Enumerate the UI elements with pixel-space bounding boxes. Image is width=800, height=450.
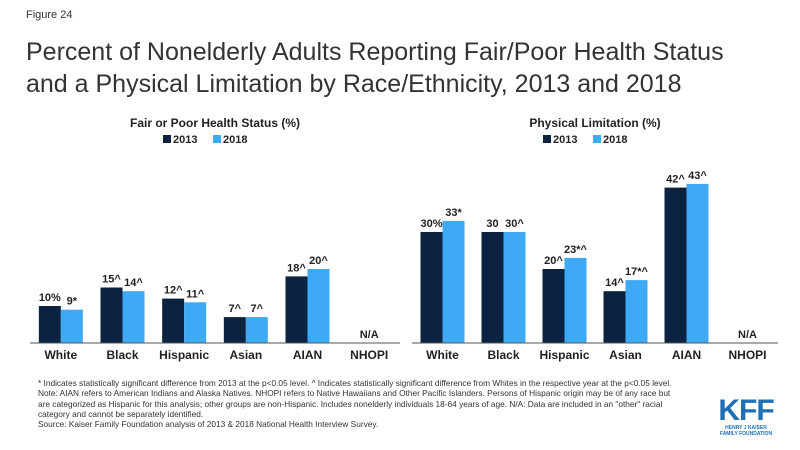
data-label: 42^ [666, 174, 685, 186]
bar-white-2018 [60, 309, 83, 343]
title-line-1: Percent of Nonelderly Adults Reporting F… [26, 38, 724, 66]
data-label: 7^ [251, 303, 264, 315]
logo-sub-2: FAMILY FOUNDATION [719, 431, 773, 437]
category-label-black: Black [106, 348, 138, 362]
footnotes: * Indicates statistically significant di… [38, 378, 678, 429]
category-label-hispanic: Hispanic [539, 348, 589, 362]
category-label-nhopi: NHOPI [350, 348, 388, 362]
data-label: 10% [39, 292, 61, 304]
footnote-significance: * Indicates statistically significant di… [38, 378, 672, 388]
category-label-nhopi: NHOPI [728, 348, 766, 362]
chart-2: Physical Limitation (%) 2013 2018 30%33* Whi… [412, 116, 778, 362]
bar-aian-2018 [307, 269, 330, 343]
bar-white-2013 [420, 232, 443, 343]
data-label: 12^ [164, 285, 183, 297]
bar-asian-2018 [625, 280, 648, 343]
data-label: 23*^ [564, 244, 588, 256]
bar-white-2018 [442, 220, 465, 343]
category-label-hispanic: Hispanic [159, 348, 209, 362]
data-label: 20^ [544, 255, 563, 267]
bar-asian-2013 [603, 291, 626, 343]
bar-hispanic-2013 [162, 298, 185, 343]
category-label-white: White [426, 348, 459, 362]
data-label: 9* [67, 296, 78, 308]
legend-swatch-2013 [163, 135, 171, 143]
data-label: 17*^ [625, 266, 649, 278]
legend-swatch-2013 [543, 135, 551, 143]
logo-text: KFF [718, 394, 774, 427]
bar-aian-2018 [686, 183, 709, 343]
category-label-white: White [44, 348, 77, 362]
legend-label-2013: 2013 [173, 134, 197, 146]
bar-black-2018 [122, 291, 145, 343]
bar-black-2013 [481, 232, 504, 343]
footnote-note: Note: AIAN refers to American Indians an… [38, 388, 671, 419]
legend: 2013 2018 [543, 134, 627, 146]
category-label-aian: AIAN [672, 348, 701, 362]
legend-label-2018: 2018 [223, 134, 247, 146]
bar-hispanic-2013 [542, 269, 565, 343]
chart-1: Fair or Poor Health Status (%) 2013 2018 10… [30, 116, 400, 362]
bar-black-2018 [503, 232, 526, 343]
data-label: 30% [420, 218, 442, 230]
data-label: 11^ [186, 288, 205, 300]
data-label: 33* [445, 207, 462, 219]
charts-area: Fair or Poor Health Status (%) 2013 2018 10… [30, 116, 778, 362]
title-line-2: and a Physical Limitation by Race/Ethnic… [26, 70, 682, 98]
bar-hispanic-2018 [184, 302, 207, 343]
bar-black-2013 [100, 287, 123, 343]
footnote-source: Source: Kaiser Family Foundation analysi… [38, 419, 379, 430]
category-label-asian: Asian [229, 348, 262, 362]
legend: 2013 2018 [163, 134, 247, 146]
kff-logo: KFF HENRY J KAISER FAMILY FOUNDATION [716, 394, 776, 438]
chart-title: Physical Limitation (%) [529, 116, 660, 130]
data-label: 14^ [605, 277, 624, 289]
data-label: 14^ [124, 277, 143, 289]
chart-title: Fair or Poor Health Status (%) [130, 116, 300, 130]
bar-hispanic-2018 [564, 257, 587, 343]
data-label: 43^ [688, 170, 707, 182]
bar-aian-2013 [664, 187, 687, 343]
category-label-asian: Asian [609, 348, 642, 362]
legend-swatch-2018 [593, 135, 601, 143]
data-label: 20^ [309, 255, 328, 267]
data-label: 30^ [505, 218, 524, 230]
legend-swatch-2018 [213, 135, 221, 143]
data-label: 7^ [229, 303, 242, 315]
data-label: 30 [486, 218, 498, 230]
na-label: N/A [738, 329, 757, 341]
category-label-black: Black [487, 348, 519, 362]
logo-sub-1: HENRY J KAISER [725, 425, 767, 431]
category-label-aian: AIAN [293, 348, 322, 362]
bar-aian-2013 [285, 276, 308, 343]
legend-label-2018: 2018 [603, 134, 627, 146]
data-label: 18^ [287, 262, 306, 274]
bar-asian-2013 [223, 317, 246, 343]
na-label: N/A [360, 329, 379, 341]
legend-label-2013: 2013 [553, 134, 577, 146]
figure-label: Figure 24 [26, 9, 73, 21]
page-title: Percent of Nonelderly Adults Reporting F… [26, 36, 786, 100]
data-label: 15^ [102, 274, 121, 286]
bar-asian-2018 [245, 317, 268, 343]
bar-white-2013 [38, 306, 61, 343]
